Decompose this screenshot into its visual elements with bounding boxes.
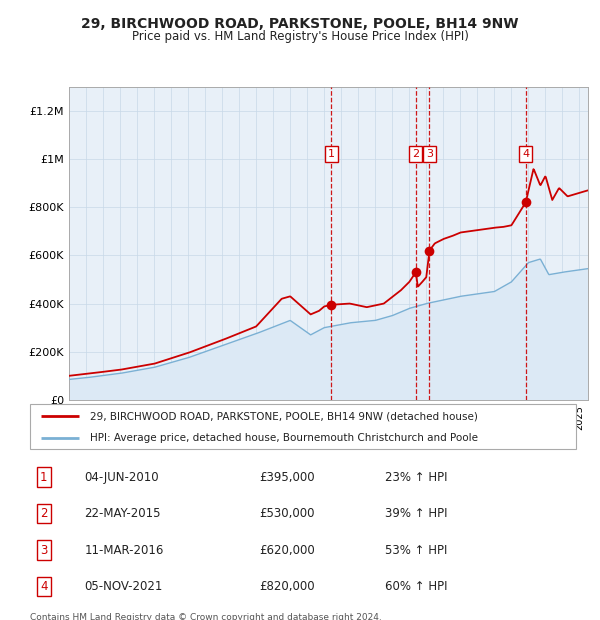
Text: £820,000: £820,000 (259, 580, 315, 593)
Text: £395,000: £395,000 (259, 471, 315, 484)
Text: 1: 1 (328, 149, 335, 159)
Text: 29, BIRCHWOOD ROAD, PARKSTONE, POOLE, BH14 9NW (detached house): 29, BIRCHWOOD ROAD, PARKSTONE, POOLE, BH… (90, 411, 478, 422)
Text: 3: 3 (40, 544, 47, 557)
Text: Contains HM Land Registry data © Crown copyright and database right 2024.
This d: Contains HM Land Registry data © Crown c… (30, 613, 382, 620)
Text: 4: 4 (522, 149, 529, 159)
Text: £530,000: £530,000 (259, 507, 315, 520)
Text: 39% ↑ HPI: 39% ↑ HPI (385, 507, 448, 520)
Text: 60% ↑ HPI: 60% ↑ HPI (385, 580, 448, 593)
Text: 23% ↑ HPI: 23% ↑ HPI (385, 471, 448, 484)
Text: Price paid vs. HM Land Registry's House Price Index (HPI): Price paid vs. HM Land Registry's House … (131, 30, 469, 43)
Text: 11-MAR-2016: 11-MAR-2016 (85, 544, 164, 557)
Text: 2: 2 (412, 149, 419, 159)
Text: 4: 4 (40, 580, 47, 593)
Text: 53% ↑ HPI: 53% ↑ HPI (385, 544, 447, 557)
Text: 1: 1 (40, 471, 47, 484)
FancyBboxPatch shape (30, 404, 576, 449)
Text: 29, BIRCHWOOD ROAD, PARKSTONE, POOLE, BH14 9NW: 29, BIRCHWOOD ROAD, PARKSTONE, POOLE, BH… (81, 17, 519, 31)
Text: 04-JUN-2010: 04-JUN-2010 (85, 471, 159, 484)
Text: 3: 3 (426, 149, 433, 159)
Text: £620,000: £620,000 (259, 544, 315, 557)
Text: 05-NOV-2021: 05-NOV-2021 (85, 580, 163, 593)
Text: 2: 2 (40, 507, 47, 520)
Text: HPI: Average price, detached house, Bournemouth Christchurch and Poole: HPI: Average price, detached house, Bour… (90, 433, 478, 443)
Text: 22-MAY-2015: 22-MAY-2015 (85, 507, 161, 520)
